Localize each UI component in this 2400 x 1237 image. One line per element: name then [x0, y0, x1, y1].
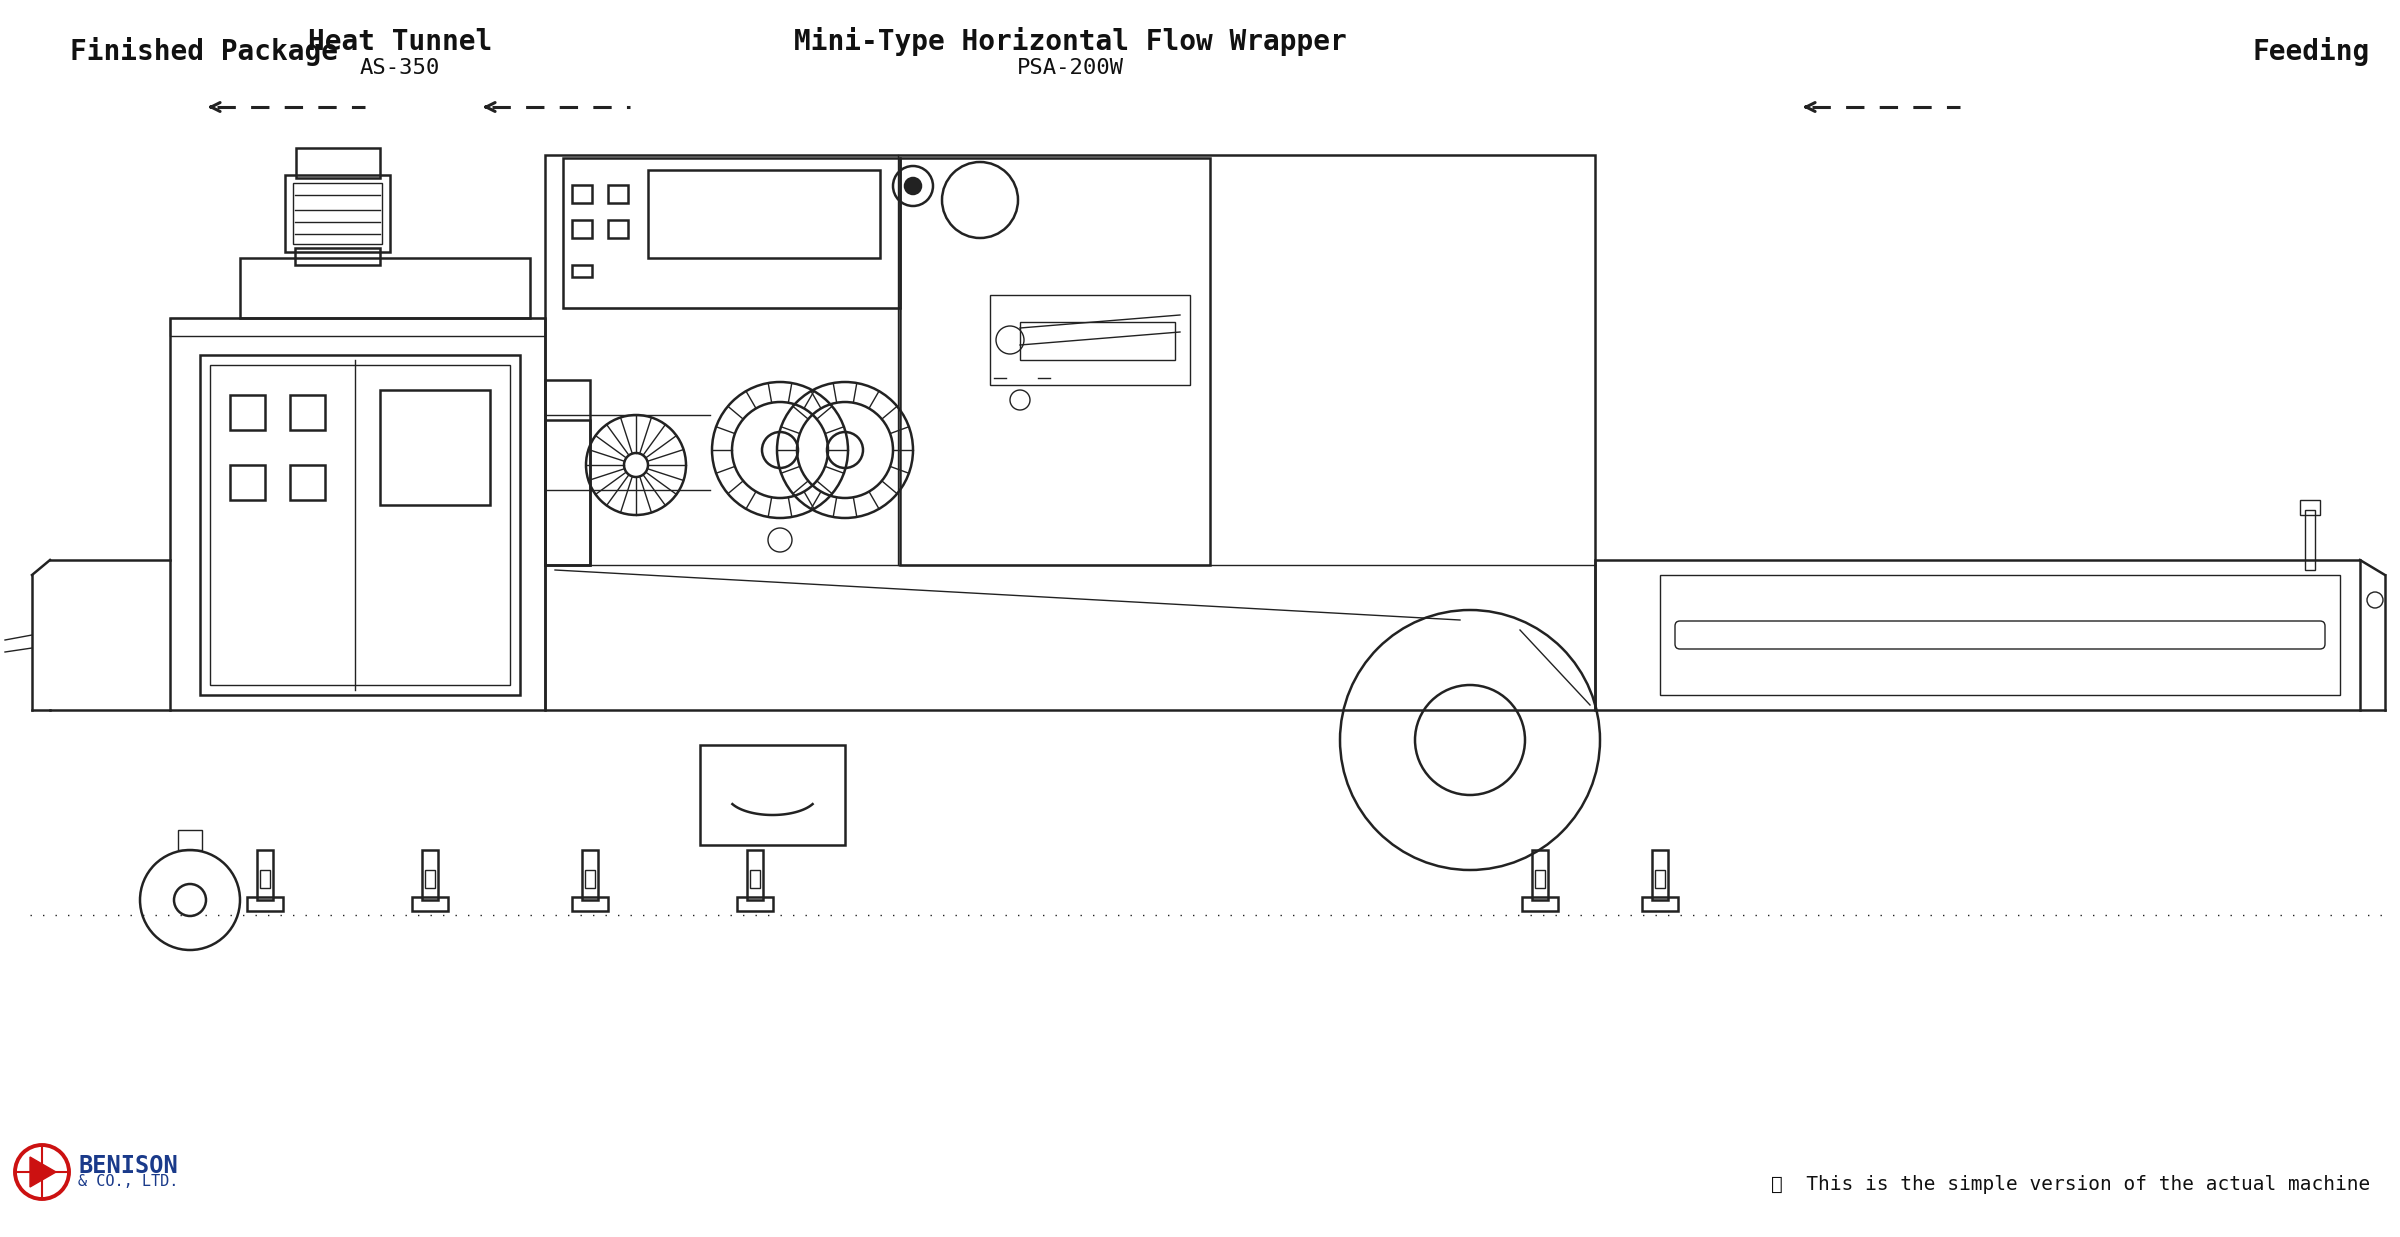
Bar: [1536, 870, 1546, 888]
Bar: [2304, 510, 2316, 570]
Bar: [571, 265, 593, 277]
Bar: [290, 465, 324, 500]
Bar: [247, 897, 283, 910]
Bar: [379, 390, 490, 505]
Bar: [1531, 850, 1548, 901]
Bar: [211, 365, 511, 685]
Bar: [545, 155, 1596, 710]
Text: ※  This is the simple version of the actual machine: ※ This is the simple version of the actu…: [1771, 1175, 2371, 1195]
Bar: [259, 870, 269, 888]
Bar: [583, 850, 598, 901]
Bar: [746, 850, 763, 901]
Bar: [1661, 575, 2340, 695]
Bar: [295, 247, 379, 265]
Bar: [290, 395, 324, 430]
Text: AS-350: AS-350: [360, 58, 439, 78]
Bar: [571, 897, 607, 910]
Text: PSA-200W: PSA-200W: [1018, 58, 1123, 78]
Text: & CO., LTD.: & CO., LTD.: [77, 1174, 178, 1190]
Bar: [425, 870, 434, 888]
Bar: [564, 158, 900, 308]
Bar: [240, 259, 530, 318]
Bar: [900, 158, 1210, 565]
Bar: [1020, 322, 1176, 360]
Circle shape: [905, 178, 922, 194]
Bar: [1651, 850, 1668, 901]
Bar: [257, 850, 274, 901]
Bar: [230, 465, 264, 500]
Bar: [178, 830, 202, 850]
Bar: [170, 318, 545, 336]
Bar: [1642, 897, 1678, 910]
Bar: [199, 355, 521, 695]
Bar: [607, 186, 629, 203]
Bar: [295, 148, 379, 178]
Bar: [545, 380, 590, 565]
Bar: [1656, 870, 1666, 888]
Polygon shape: [29, 1157, 55, 1188]
Bar: [648, 169, 881, 259]
Bar: [571, 186, 593, 203]
Bar: [170, 318, 545, 710]
Bar: [749, 870, 761, 888]
Text: BENISON: BENISON: [77, 1154, 178, 1178]
Bar: [422, 850, 439, 901]
Bar: [1522, 897, 1558, 910]
Bar: [571, 220, 593, 238]
Bar: [2299, 500, 2321, 515]
Bar: [413, 897, 449, 910]
Bar: [586, 870, 595, 888]
Text: Mini-Type Horizontal Flow Wrapper: Mini-Type Horizontal Flow Wrapper: [794, 27, 1346, 57]
Text: Finished Package: Finished Package: [70, 37, 338, 67]
Bar: [701, 745, 845, 845]
Bar: [230, 395, 264, 430]
Bar: [991, 294, 1190, 385]
Bar: [286, 174, 389, 252]
Text: Feeding: Feeding: [2254, 37, 2371, 67]
Bar: [737, 897, 773, 910]
Text: Heat Tunnel: Heat Tunnel: [307, 28, 492, 56]
Bar: [607, 220, 629, 238]
Bar: [293, 183, 382, 244]
Bar: [1596, 560, 2359, 710]
